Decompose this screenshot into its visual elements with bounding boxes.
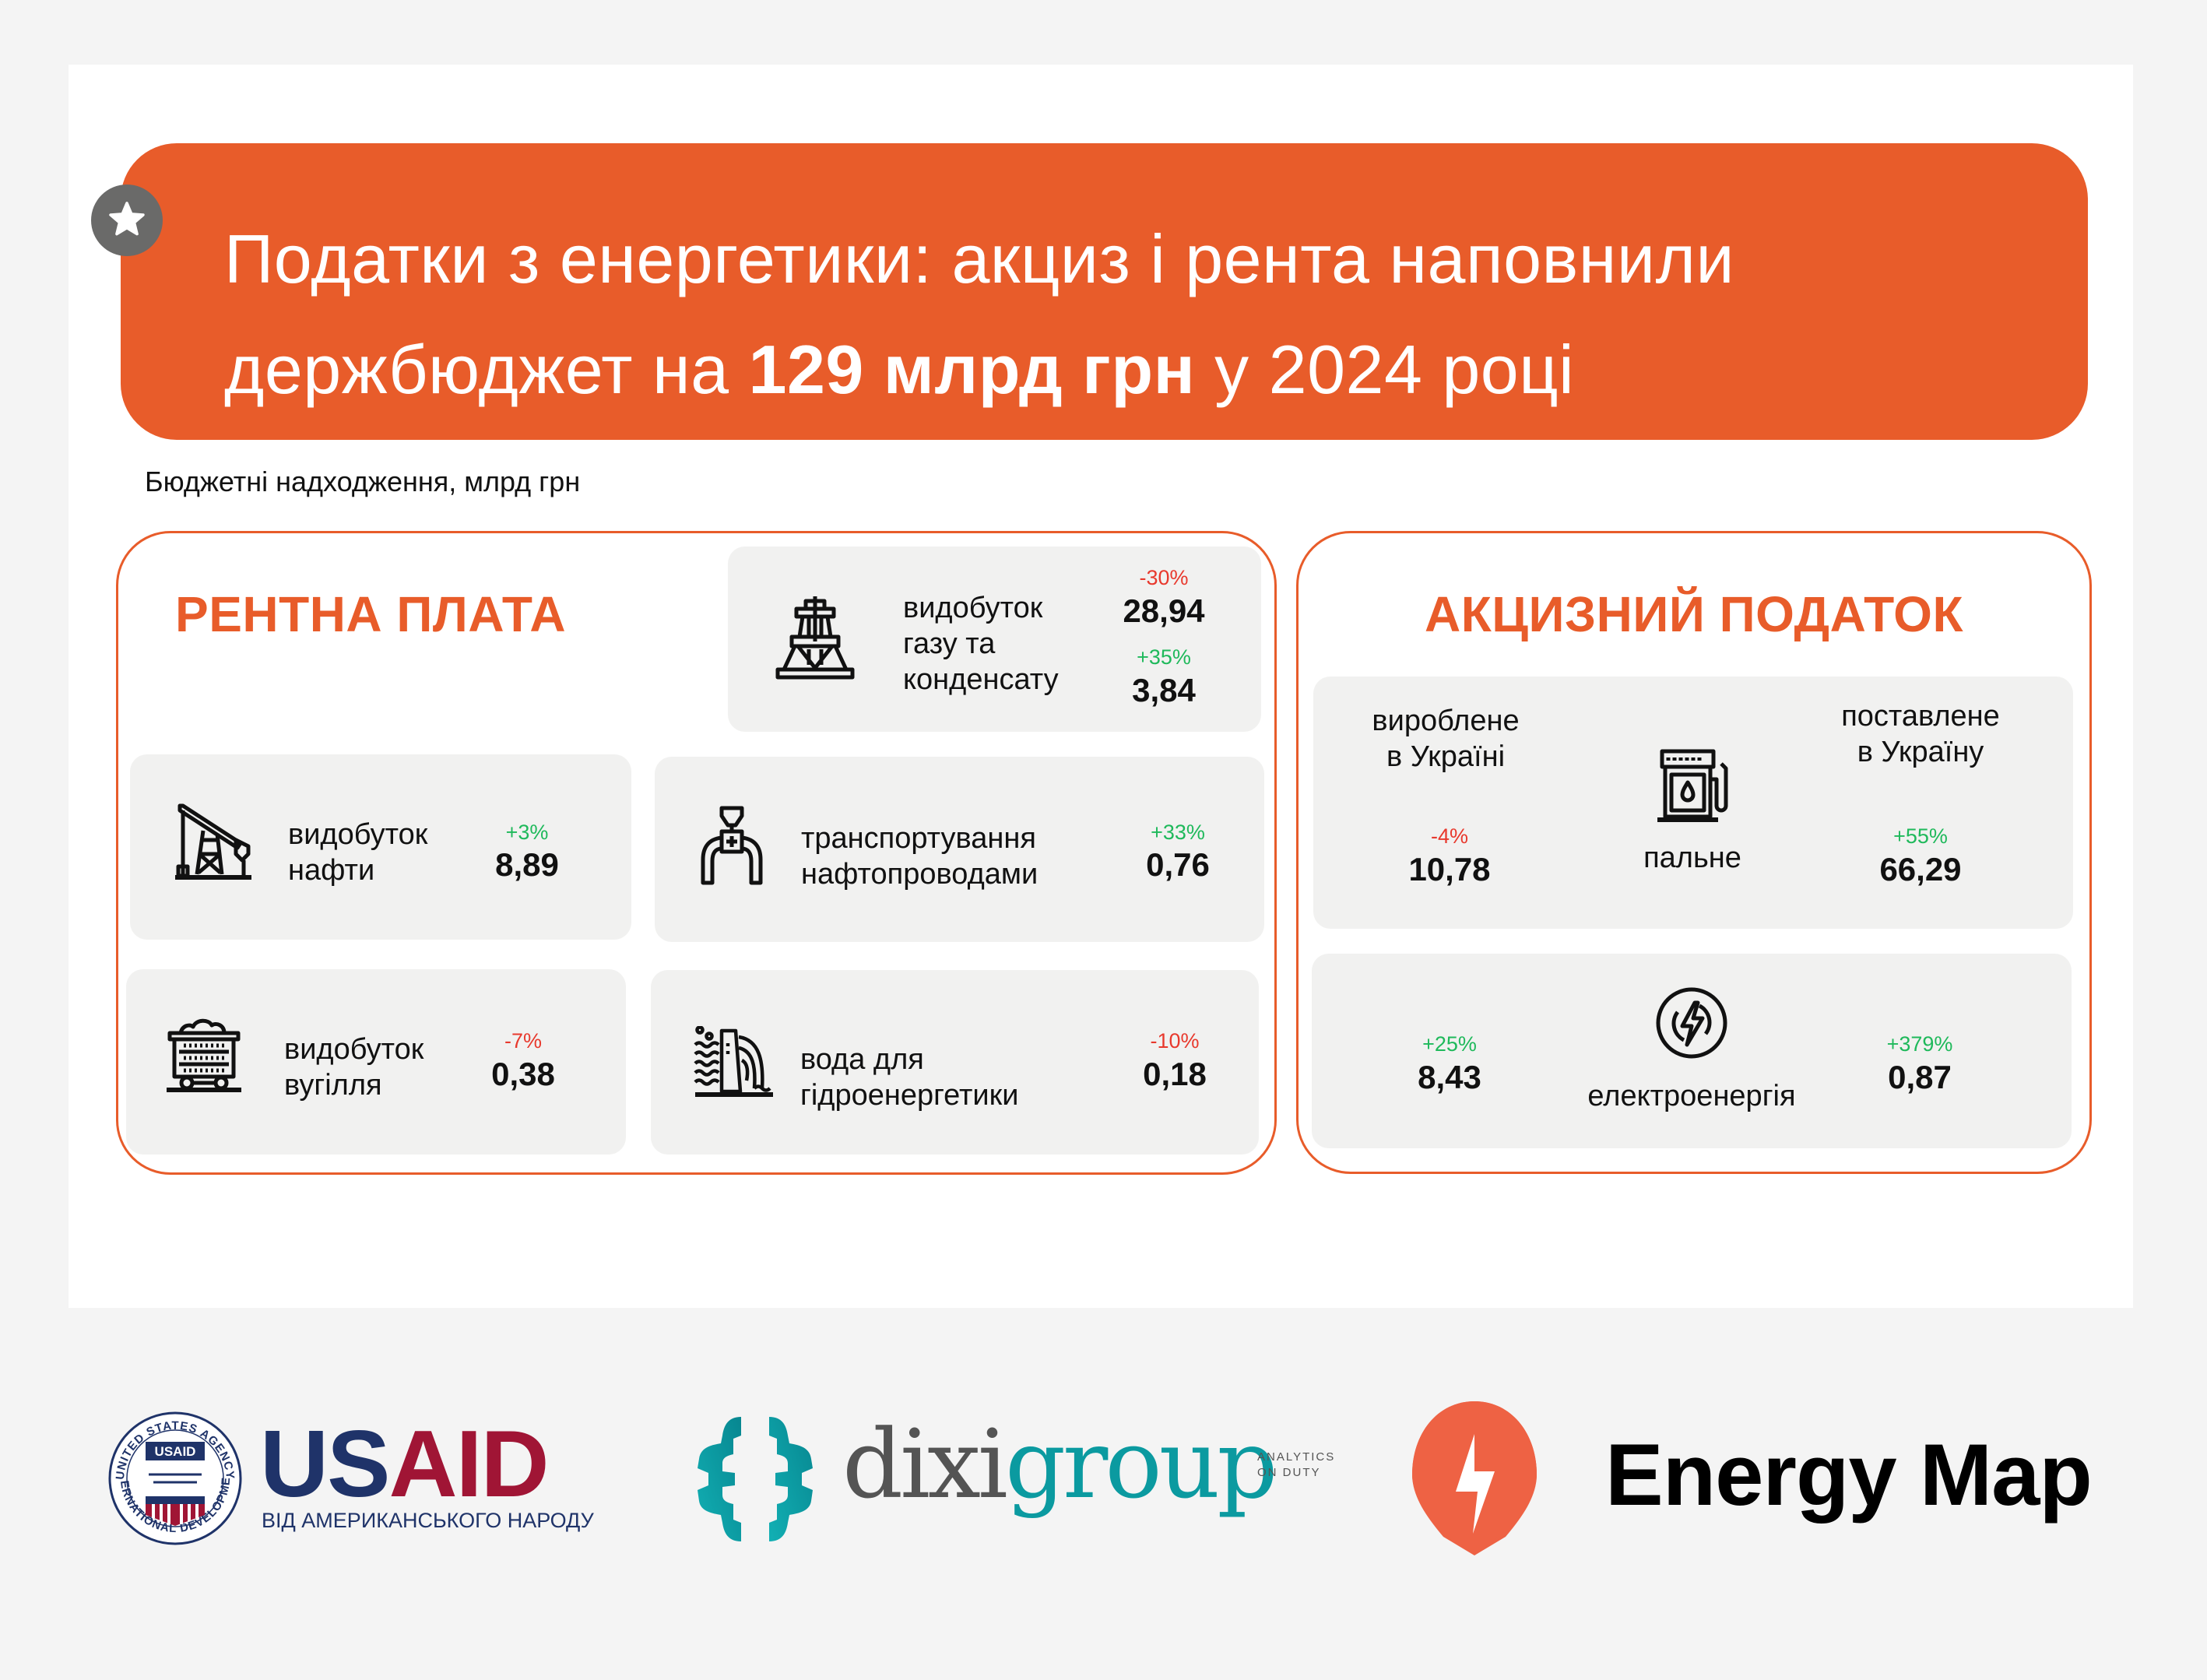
electricity-center-label: електроенергія [1587, 1080, 1796, 1112]
title-banner [121, 143, 2088, 440]
title-line-1: Податки з енергетики: акциз і рента напо… [224, 220, 1735, 297]
title-line-2-prefix: держбюджет на [224, 331, 749, 408]
fuel-domestic-pct: -4% [1430, 824, 1468, 848]
electricity-imported-pct: +379% [1886, 1032, 1953, 1056]
title-total-amount: 129 млрд грн [748, 331, 1196, 408]
usaid-tagline: ВІД АМЕРИКАНСЬКОГО НАРОДУ [262, 1509, 594, 1532]
excise-fuel-card: вироблене в Україні поставлене в Україну… [1313, 677, 2073, 929]
rent-coal-card: видобуток вугілля -7% 0,38 [126, 969, 626, 1155]
energy-map-wordmark: Energy Map [1605, 1426, 2093, 1524]
title-line-2-suffix: у 2024 році [1195, 331, 1575, 408]
usaid-seal: UNITED STATES AGENCY INTERNATIONAL DEVEL… [102, 1401, 244, 1546]
gas-label: видобуток газу та конденсату [903, 592, 1059, 696]
rent-panel-title: РЕНТНА ПЛАТА [175, 586, 567, 642]
page-title: Податки з енергетики: акциз і рента напо… [224, 204, 2077, 425]
gas-value-1: 28,94 [1123, 592, 1205, 629]
pipeline-pct: +33% [1151, 821, 1205, 844]
electricity-domestic-value: 8,43 [1418, 1059, 1481, 1095]
rent-hydro-card: вода для гідроенергетики -10% 0,18 [651, 970, 1259, 1155]
chart-subtitle: Бюджетні надходження, млрд грн [145, 466, 581, 497]
fuel-pump-icon [1654, 748, 1731, 824]
oil-pct: +3% [505, 821, 549, 844]
fuel-imported-value: 66,29 [1879, 851, 1962, 887]
gas-pct-1: -30% [1139, 566, 1189, 589]
gas-value-2: 3,84 [1132, 672, 1196, 708]
oil-value: 8,89 [495, 846, 559, 883]
coal-pct: -7% [504, 1029, 542, 1053]
usaid-wordmark: USAID [260, 1411, 550, 1517]
dixigroup-tagline: ANALYTICS ON DUTY [1257, 1450, 1336, 1479]
gas-rig-icon [775, 593, 856, 680]
pipeline-value: 0,76 [1146, 846, 1210, 883]
fuel-center-label: пальне [1643, 842, 1741, 874]
title-line-2: держбюджет на 129 млрд грн у 2024 році [224, 315, 2077, 425]
hydro-value: 0,18 [1143, 1056, 1207, 1092]
dixigroup-logo-mark [690, 1417, 821, 1541]
hydro-label: вода для гідроенергетики [800, 1043, 1019, 1112]
fuel-imported-pct: +55% [1893, 824, 1948, 848]
gas-pct-2: +35% [1137, 645, 1191, 669]
pipeline-icon [698, 805, 765, 886]
excise-electricity-card: електроенергія +25% 8,43 +379% 0,87 [1312, 954, 2072, 1148]
fuel-imported-label: поставлене в Україну [1841, 700, 2000, 768]
star-badge [91, 185, 163, 256]
lightning-circle-icon [1654, 986, 1729, 1060]
pipeline-label: транспортування нафтопроводами [801, 822, 1038, 891]
energy-map-pin [1409, 1400, 1540, 1555]
electricity-domestic-pct: +25% [1422, 1032, 1477, 1056]
rent-pipeline-card: транспортування нафтопроводами +33% 0,76 [655, 757, 1264, 942]
coal-cart-icon [165, 1017, 243, 1092]
svg-text:USAID: USAID [155, 1444, 196, 1459]
coal-value: 0,38 [491, 1056, 555, 1092]
coal-label: видобуток вугілля [284, 1033, 424, 1102]
star-icon [106, 199, 148, 241]
excise-panel-title: АКЦИЗНИЙ ПОДАТОК [1424, 586, 1964, 642]
rent-gas-card: видобуток газу та конденсату -30% 28,94 … [728, 547, 1261, 732]
hydro-pct: -10% [1150, 1029, 1200, 1053]
fuel-domestic-label: вироблене в Україні [1372, 705, 1520, 773]
fuel-domestic-value: 10,78 [1408, 851, 1491, 887]
hydro-dam-icon [694, 1026, 775, 1099]
oil-pump-icon [174, 803, 253, 880]
electricity-imported-value: 0,87 [1888, 1059, 1952, 1095]
lightning-icon [1456, 1434, 1495, 1534]
rent-oil-card: видобуток нафти +3% 8,89 [130, 754, 631, 940]
oil-label: видобуток нафти [288, 818, 428, 887]
dixigroup-wordmark: dixigroup [842, 1409, 1277, 1520]
